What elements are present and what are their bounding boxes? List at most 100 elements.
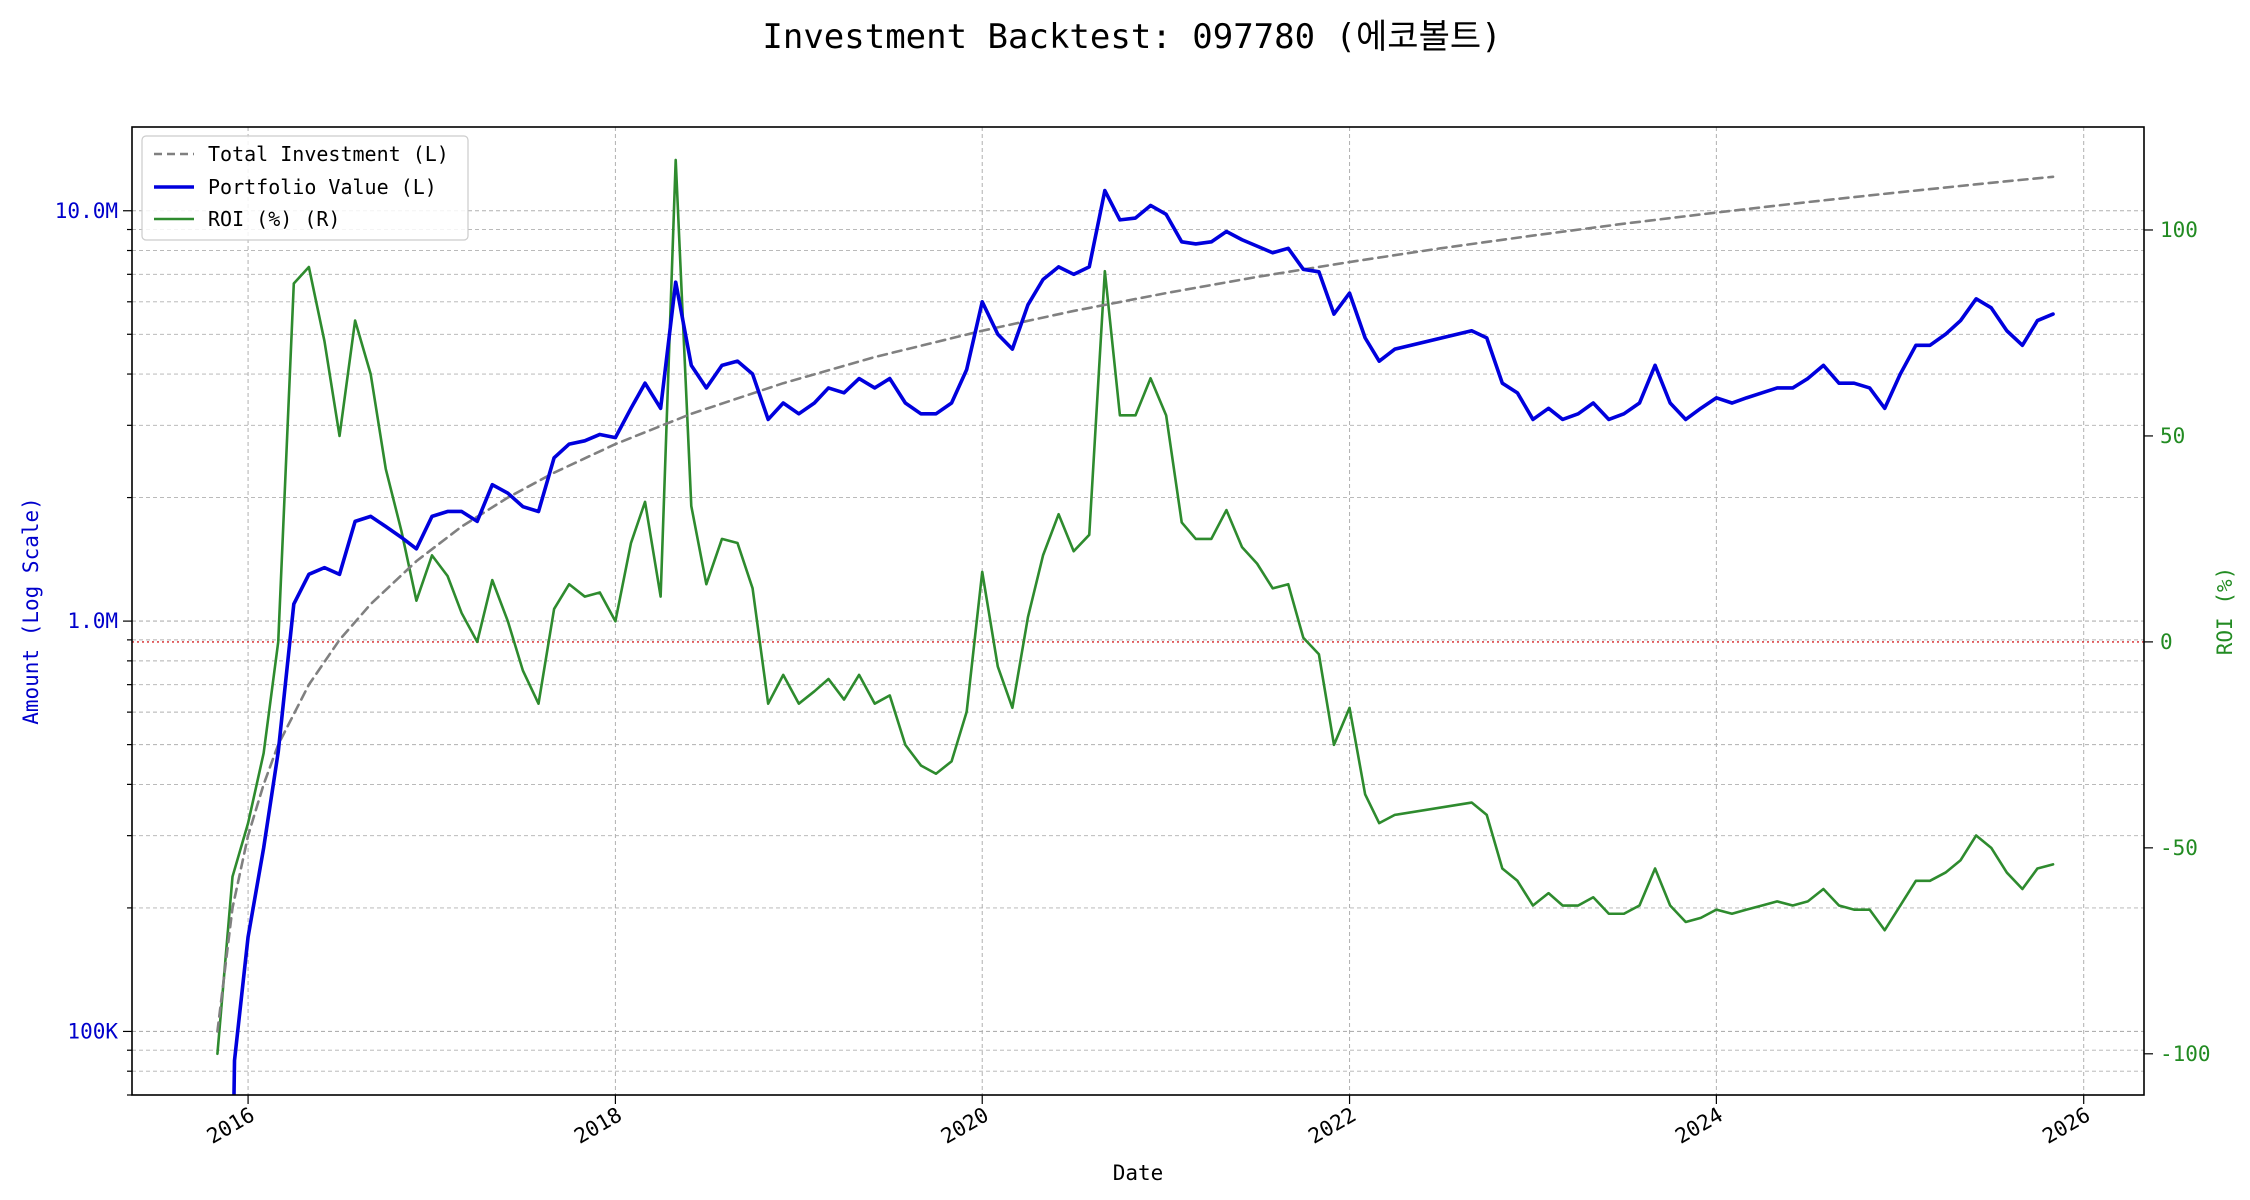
portfolio-value-point (1654, 365, 1656, 367)
portfolio-value-point (1486, 337, 1488, 339)
roi-point (461, 612, 463, 614)
total-investment-point (782, 382, 784, 384)
portfolio-value-point (782, 402, 784, 404)
portfolio-value-point (1272, 252, 1274, 254)
portfolio-value-point (1364, 337, 1366, 339)
portfolio-value-point (1884, 408, 1886, 410)
roi-point (966, 711, 968, 713)
portfolio-value-point (1135, 217, 1137, 219)
portfolio-value-point (1685, 419, 1687, 421)
portfolio-value-point (630, 408, 632, 410)
portfolio-value-point (385, 526, 387, 528)
roi-point (553, 608, 555, 610)
roi-point (584, 596, 586, 598)
roi-point (843, 699, 845, 701)
portfolio-value-point (1776, 387, 1778, 389)
total-investment-line (216, 175, 2055, 1033)
total-investment-point (1256, 276, 1258, 278)
roi-point (217, 1053, 219, 1055)
portfolio-value-point (935, 413, 937, 415)
portfolio-value-point (920, 413, 922, 415)
roi-point (247, 822, 249, 824)
portfolio-value-point (1592, 402, 1594, 404)
roi-point (782, 674, 784, 676)
x-tick-label: 2020 (937, 1103, 993, 1149)
total-investment-point (507, 497, 509, 499)
roi-point (660, 596, 662, 598)
x-tick-label: 2022 (1304, 1103, 1360, 1149)
portfolio-value-point (416, 548, 418, 550)
roi-point (2006, 872, 2008, 874)
roi-point (476, 641, 478, 643)
portfolio-value-point (1333, 313, 1335, 315)
right-tick-label: -50 (2160, 836, 2198, 860)
portfolio-value-point (354, 521, 356, 523)
roi-point (538, 703, 540, 705)
portfolio-value-point (277, 751, 279, 753)
portfolio-value-point (1517, 392, 1519, 394)
portfolio-value-point (721, 365, 723, 367)
x-axis: 2016 2018 2020 2022 2024 2026 (203, 1095, 2094, 1149)
portfolio-value-point (1318, 271, 1320, 273)
roi-point (1915, 880, 1917, 882)
portfolio-value-point (843, 392, 845, 394)
total-investment-point (1623, 223, 1625, 225)
roi-point (828, 678, 830, 680)
roi-point (721, 538, 723, 540)
roi-point (644, 501, 646, 503)
roi-point (522, 670, 524, 672)
portfolio-value-point (1378, 360, 1380, 362)
portfolio-value-point (828, 387, 830, 389)
roi-point (1960, 859, 1962, 861)
portfolio-value-point (737, 360, 739, 362)
roi-point (1669, 905, 1671, 907)
portfolio-value-point (1761, 392, 1763, 394)
total-investment-point (1440, 248, 1442, 250)
roi-point (1792, 905, 1794, 907)
total-investment-point (2052, 176, 2054, 178)
roi-point (1990, 847, 1992, 849)
x-tick-label: 2024 (1671, 1103, 1727, 1149)
roi-point (1104, 270, 1106, 272)
left-tick-label: 1.0M (67, 609, 118, 633)
portfolio-value-point (1502, 382, 1504, 384)
total-investment-point (1899, 191, 1901, 193)
portfolio-value-point (507, 492, 509, 494)
roi-point (1058, 513, 1060, 515)
roi-point (354, 320, 356, 322)
portfolio-value-line-group (232, 188, 2055, 1095)
portfolio-value-point (1562, 419, 1564, 421)
portfolio-value-point (1349, 292, 1351, 294)
x-tick-label: 2026 (2038, 1103, 2094, 1149)
right-y-axis: -100 -50 0 50 100 (2144, 218, 2211, 1066)
portfolio-value-point (1853, 382, 1855, 384)
portfolio-value-point (584, 440, 586, 442)
roi-point (706, 583, 708, 585)
portfolio-value-point (889, 378, 891, 380)
roi-point (874, 703, 876, 705)
roi-point (675, 159, 677, 161)
total-investment-point (247, 835, 249, 837)
roi-point (370, 373, 372, 375)
roi-point (1378, 822, 1380, 824)
roi-point (1899, 905, 1901, 907)
roi-point (1364, 794, 1366, 796)
roi-point (416, 600, 418, 602)
portfolio-value-point (1792, 387, 1794, 389)
portfolio-value-point (2037, 320, 2039, 322)
portfolio-value-point (370, 516, 372, 518)
portfolio-value-point (247, 936, 249, 938)
portfolio-value-point (1150, 205, 1152, 207)
portfolio-value-point (1945, 333, 1947, 335)
portfolio-value-point (1104, 190, 1106, 192)
portfolio-value-point (2022, 345, 2024, 347)
portfolio-value-point (1577, 413, 1579, 415)
total-investment-point (981, 330, 983, 332)
portfolio-value-point (1960, 320, 1962, 322)
roi-point (1150, 377, 1152, 379)
roi-point (752, 588, 754, 590)
total-investment-point (1532, 235, 1534, 237)
portfolio-value-point (263, 847, 265, 849)
roi-point (1333, 744, 1335, 746)
